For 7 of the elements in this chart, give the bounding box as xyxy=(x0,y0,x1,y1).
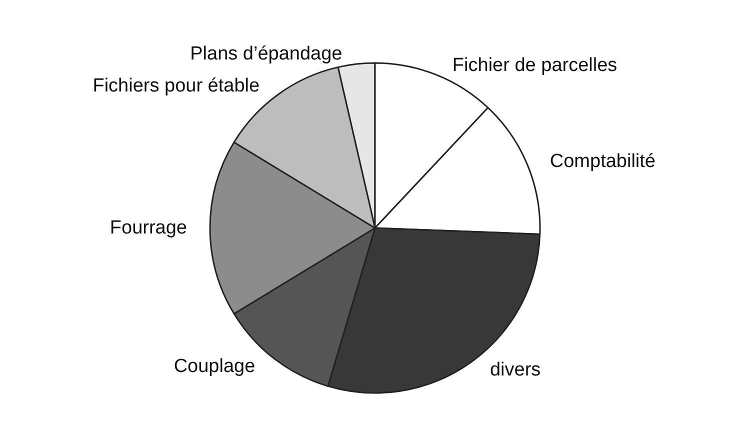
slice-label: Comptabilité xyxy=(550,151,656,172)
slice-label: divers xyxy=(490,360,541,381)
slice-label: Couplage xyxy=(174,356,256,378)
slice-label: Plans d’épandage xyxy=(190,44,342,65)
slice-label: Fichier de parcelles xyxy=(452,54,618,76)
slice-label: Fichiers pour étable xyxy=(92,76,260,97)
slice-label: Fourrage xyxy=(110,218,187,238)
